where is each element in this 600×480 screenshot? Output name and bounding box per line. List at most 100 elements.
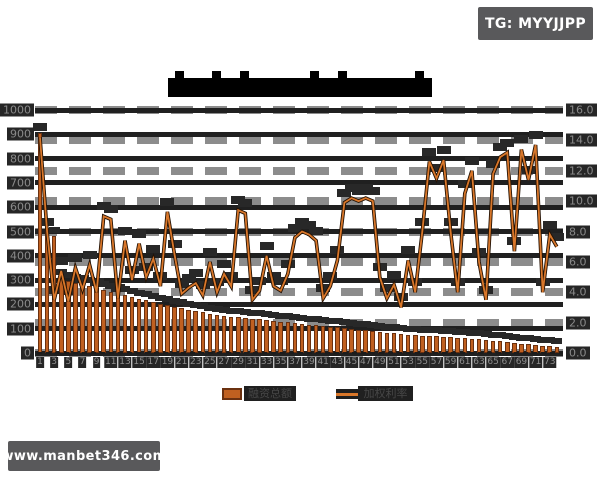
y-tick-label-right: 6.0 — [566, 255, 590, 269]
bar-value-label-tofu — [381, 323, 393, 330]
grid-line-right — [35, 257, 563, 266]
bar-value-label-tofu — [515, 334, 527, 341]
chart-title: ██████████████████████████ — [168, 78, 432, 97]
grid-line-right — [35, 318, 563, 327]
bar-value-label-tofu — [466, 329, 478, 336]
legend-bar-swatch[interactable] — [222, 388, 242, 400]
x-tick-label: 61 — [458, 357, 472, 368]
bar-value-label-tofu — [459, 329, 471, 336]
x-tick-label: 43 — [330, 357, 345, 368]
y-tick-label-right: 4.0 — [566, 285, 590, 299]
line-value-label-tofu — [500, 138, 515, 147]
x-tick-label: 11 — [104, 357, 118, 368]
bar-value-label-tofu — [261, 311, 273, 318]
title-tofu-notch — [240, 71, 249, 78]
bar-value-label-tofu — [445, 328, 457, 335]
line-value-label-tofu — [75, 275, 90, 284]
line-value-label-tofu — [351, 187, 366, 196]
y-tick-label-left: 300 — [7, 273, 34, 287]
bar-value-label-tofu — [169, 297, 181, 304]
x-tick-label: 27 — [217, 357, 231, 368]
line-value-label-tofu — [464, 156, 479, 165]
line-value-label-tofu — [422, 147, 437, 156]
line-value-label-tofu — [266, 272, 281, 281]
x-tick-label: 73 — [543, 357, 557, 368]
line-value-label-tofu — [96, 202, 111, 211]
legend-bar-label[interactable]: 融资总额 — [244, 386, 296, 401]
x-tick-label: 5 — [64, 357, 73, 368]
telegram-badge[interactable]: TG: MYYJJPP — [478, 7, 593, 40]
bar-value-label-tofu — [211, 305, 223, 312]
bar-value-label-tofu — [353, 320, 365, 327]
bar-value-label-tofu — [296, 314, 308, 321]
bar-value-label-tofu — [423, 326, 435, 333]
x-tick-label: 71 — [528, 357, 543, 368]
bar-value-label-tofu — [537, 336, 549, 343]
x-tick-label: 55 — [415, 357, 430, 368]
line-value-label-tofu — [457, 179, 472, 188]
bar-value-label-tofu — [140, 291, 152, 298]
line-value-label-tofu — [132, 229, 147, 238]
bar-value-label-tofu — [409, 326, 421, 333]
x-axis-line — [37, 352, 563, 354]
line-value-label-tofu — [493, 143, 508, 152]
x-tick-label: 65 — [486, 357, 500, 368]
line-value-label-tofu — [344, 184, 359, 193]
bar-value-label-tofu — [438, 327, 450, 334]
grid-line-left — [35, 131, 563, 137]
y-tick-label-left: 900 — [7, 127, 34, 141]
bar-value-label-tofu — [62, 271, 74, 278]
bar-value-label-tofu — [452, 328, 464, 335]
bar-value-label-tofu — [246, 309, 258, 316]
grid-line-left — [35, 107, 563, 113]
x-tick-label: 59 — [443, 357, 458, 368]
line-value-label-tofu — [287, 223, 302, 232]
x-tick-label: 19 — [160, 357, 175, 368]
grid-line-right — [35, 197, 563, 206]
x-tick-label: 47 — [358, 357, 373, 368]
x-tick-label: 35 — [273, 357, 288, 368]
x-tick-label: 51 — [387, 357, 401, 368]
line-value-label-tofu — [379, 284, 394, 293]
bar-value-label-tofu — [473, 330, 485, 337]
bar-value-label-tofu — [480, 330, 492, 337]
y-tick-label-right: 16.0 — [566, 103, 597, 117]
bar-value-label-tofu — [289, 314, 301, 321]
bar-value-label-tofu — [105, 282, 117, 289]
bar-value-label-tofu — [275, 312, 287, 319]
legend-line-label[interactable]: 加权利率 — [358, 386, 413, 401]
bar-value-label-tofu — [147, 292, 159, 299]
x-tick-label: 7 — [78, 357, 87, 368]
title-tofu-notch — [175, 71, 184, 78]
line-value-label-tofu — [429, 164, 444, 173]
line-value-label-tofu — [521, 165, 536, 174]
x-tick-label: 39 — [302, 357, 316, 368]
grid-line-left — [35, 180, 563, 186]
bar-value-label-tofu — [430, 327, 442, 334]
bar-value-label-tofu — [310, 316, 322, 323]
legend-line-marker[interactable] — [336, 389, 358, 399]
bar-value-label-tofu — [183, 300, 195, 307]
bar-value-label-tofu — [331, 318, 343, 325]
x-tick-label: 3 — [50, 357, 59, 368]
line-value-label-tofu — [401, 246, 416, 255]
grid-line-right — [35, 136, 563, 145]
line-value-label-tofu — [259, 241, 274, 250]
x-tick-label: 69 — [514, 357, 529, 368]
y-tick-label-right: 10.0 — [566, 194, 597, 208]
line-value-label-tofu — [273, 276, 288, 285]
y-tick-label-right: 0.0 — [566, 346, 590, 360]
bar-value-label-tofu — [98, 280, 110, 287]
y-tick-label-left: 1000 — [0, 103, 34, 117]
x-tick-label: 13 — [118, 357, 132, 368]
site-url-badge[interactable]: www.manbet346.com — [1, 441, 166, 471]
bar-value-label-tofu — [367, 322, 379, 329]
line-value-label-tofu — [103, 205, 118, 214]
x-tick-label: 31 — [245, 357, 260, 368]
x-tick-label: 1 — [36, 357, 44, 368]
line-value-label-tofu — [181, 273, 196, 282]
y-tick-label-left: 0 — [21, 346, 34, 360]
line-value-label-tofu — [238, 199, 253, 208]
line-value-label-tofu — [202, 247, 217, 256]
bar-value-label-tofu — [324, 317, 336, 324]
